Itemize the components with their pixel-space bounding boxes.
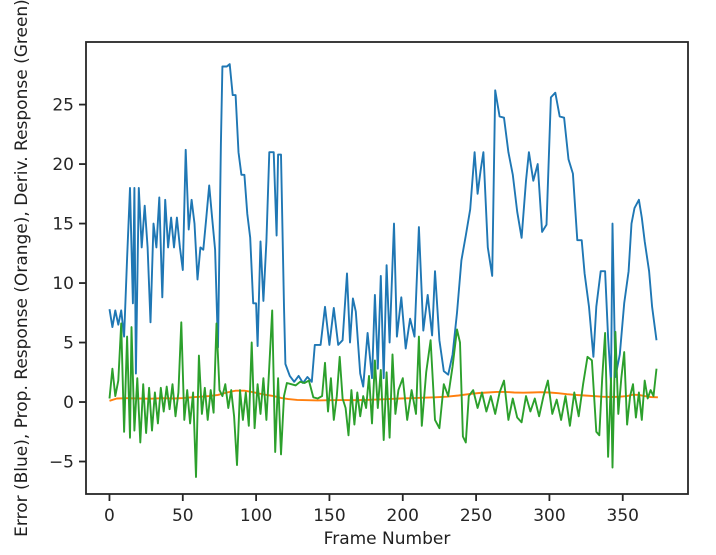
x-tick-label: 100	[240, 506, 272, 526]
y-tick-label: −5	[49, 453, 74, 473]
axes-frame	[85, 41, 689, 495]
y-tick-label: 15	[52, 215, 74, 235]
x-tick-label: 50	[172, 506, 194, 526]
x-tick-label: 150	[313, 506, 345, 526]
y-tick-label: 25	[52, 96, 74, 116]
x-axis-label: Frame Number	[323, 529, 451, 549]
x-tick-label: 200	[387, 506, 419, 526]
x-tick-label: 0	[104, 506, 115, 526]
x-tick-label: 250	[460, 506, 492, 526]
y-tick-label: 0	[63, 393, 74, 413]
x-tick-label: 300	[533, 506, 565, 526]
y-axis-label: Error (Blue), Prop. Response (Orange), D…	[12, 0, 32, 537]
x-tick-label: 350	[607, 506, 639, 526]
y-tick-label: 20	[52, 155, 74, 175]
y-tick-label: 10	[52, 274, 74, 294]
deriv-response-line	[108, 309, 658, 478]
error-line	[108, 63, 658, 388]
y-tick-label: 5	[63, 334, 74, 354]
